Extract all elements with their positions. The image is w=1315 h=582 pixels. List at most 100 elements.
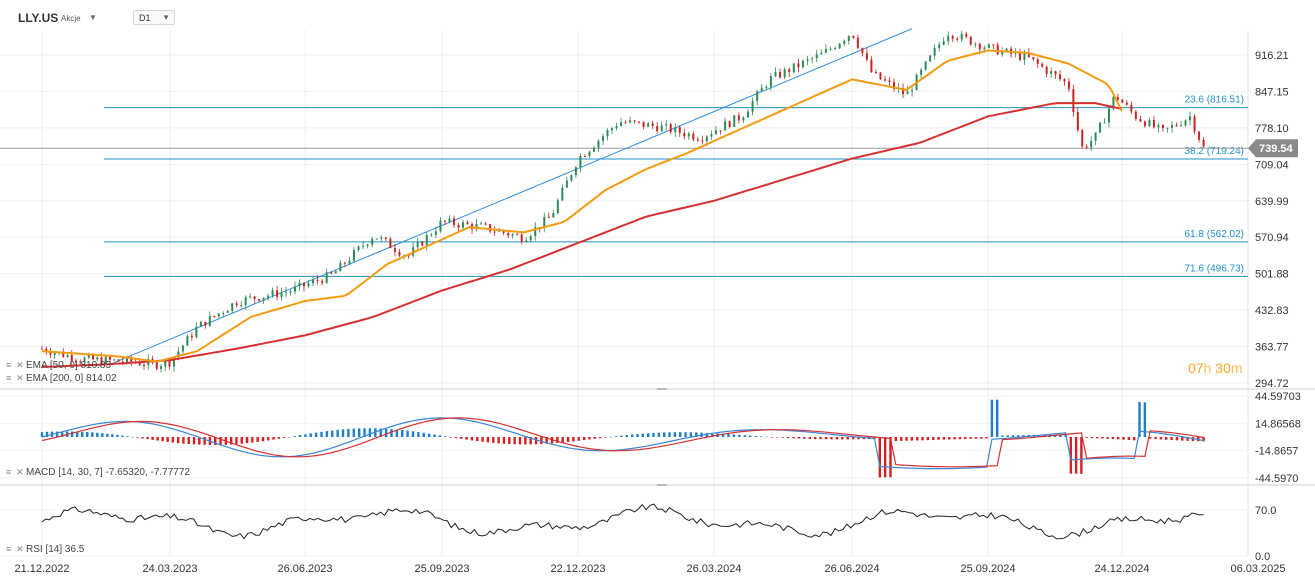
candle-body xyxy=(267,295,270,298)
close-icon[interactable]: ✕ xyxy=(16,360,24,370)
y-tick-label: 570.94 xyxy=(1255,232,1289,244)
candle-body xyxy=(888,80,891,82)
macd-bar xyxy=(438,435,442,437)
macd-bar xyxy=(96,432,99,437)
settings-icon[interactable]: ≡ xyxy=(6,360,12,370)
candle-body xyxy=(705,136,708,142)
candle-body xyxy=(824,49,827,53)
candle-body xyxy=(834,48,837,50)
candle-body xyxy=(660,125,663,132)
macd-bar xyxy=(1143,402,1147,437)
candle-body xyxy=(815,54,818,59)
close-icon[interactable]: ✕ xyxy=(16,467,24,477)
candle-body xyxy=(929,55,932,62)
candle-body xyxy=(556,200,559,214)
close-icon[interactable]: ✕ xyxy=(16,544,24,554)
candle-body xyxy=(783,69,786,78)
macd-legend[interactable]: ≡ ✕ MACD [14, 30, 7] -7.65320, -7.77772 xyxy=(6,467,190,478)
candle-body xyxy=(393,248,396,252)
macd-bar xyxy=(331,430,334,437)
candle-body xyxy=(357,246,360,251)
macd-bar xyxy=(921,437,924,441)
candle-body xyxy=(588,151,591,157)
candle-body xyxy=(1161,124,1164,129)
symbol-label[interactable]: LLY.US xyxy=(18,11,59,25)
macd-bar xyxy=(974,437,978,439)
close-icon[interactable]: ✕ xyxy=(16,373,24,383)
candle-body xyxy=(883,79,886,81)
macd-bar xyxy=(182,437,185,444)
candle-body xyxy=(678,127,681,133)
macd-bar xyxy=(476,437,479,442)
candle-body xyxy=(452,218,455,225)
candle-body xyxy=(389,238,392,249)
fib-label: 61.8 (562.02) xyxy=(1185,229,1245,240)
rsi-legend[interactable]: ≡ ✕ RSI [14] 36.5 xyxy=(6,544,84,555)
candle-body xyxy=(742,117,745,121)
timeframe-select[interactable]: D1 ▼ xyxy=(133,10,175,25)
macd-bar xyxy=(948,437,951,440)
macd-bar xyxy=(374,428,377,437)
candle-body xyxy=(307,283,310,287)
macd-bar xyxy=(646,433,650,437)
macd-legend-text: MACD [14, 30, 7] -7.65320, -7.77772 xyxy=(26,467,190,478)
candle-body xyxy=(104,356,107,365)
candle-body xyxy=(1180,125,1183,127)
macd-bar xyxy=(841,437,844,440)
ema200-legend[interactable]: ≡ ✕ EMA [200, 0] 814.02 xyxy=(6,373,117,384)
macd-bar xyxy=(261,437,265,442)
macd-bar xyxy=(883,437,887,478)
candle-body xyxy=(298,282,301,287)
macd-bar xyxy=(1006,435,1009,437)
macd-bar xyxy=(470,437,474,441)
candle-body xyxy=(121,361,124,363)
macd-bar xyxy=(357,428,361,437)
y-tick-label: 709.04 xyxy=(1255,159,1289,171)
settings-icon[interactable]: ≡ xyxy=(6,544,12,554)
macd-bar xyxy=(572,437,575,442)
macd-bar xyxy=(81,431,84,437)
macd-bar xyxy=(161,437,164,442)
candle-body xyxy=(416,242,419,248)
rsi-y-tick-label: 0.0 xyxy=(1255,551,1270,563)
candle-body xyxy=(421,242,424,246)
macd-bar xyxy=(465,437,468,440)
macd-bar xyxy=(245,437,249,444)
macd-bar xyxy=(203,437,206,445)
candle-body xyxy=(792,63,795,73)
candle-body xyxy=(938,44,941,49)
macd-bar xyxy=(814,437,817,440)
candle-body xyxy=(951,35,954,39)
candle-body xyxy=(1107,108,1110,123)
candle-body xyxy=(466,222,469,225)
symbol-dropdown-icon[interactable]: ▼ xyxy=(89,13,97,22)
macd-bar xyxy=(126,436,129,437)
candle-body xyxy=(412,247,415,256)
candle-body xyxy=(788,69,791,73)
macd-bar xyxy=(636,434,639,437)
macd-bar xyxy=(926,437,930,441)
candle-body xyxy=(1050,71,1053,74)
candle-body xyxy=(597,140,600,148)
candle-body xyxy=(258,299,261,301)
macd-bar xyxy=(937,437,940,440)
settings-icon[interactable]: ≡ xyxy=(6,373,12,383)
candle-body xyxy=(1189,116,1192,121)
macd-bar xyxy=(721,433,725,437)
candle-body xyxy=(1054,71,1057,75)
macd-bar xyxy=(304,434,307,437)
macd-bar xyxy=(272,437,275,440)
macd-bar xyxy=(529,437,532,445)
candle-body xyxy=(751,101,754,112)
candle-body xyxy=(906,91,909,95)
candle-body xyxy=(852,35,855,38)
macd-bar xyxy=(449,437,452,438)
ema50-legend[interactable]: ≡ ✕ EMA [50, 0] 810.83 xyxy=(6,360,111,371)
candle-body xyxy=(724,121,727,131)
candle-body xyxy=(1036,59,1039,64)
macd-bar xyxy=(1022,435,1025,437)
settings-icon[interactable]: ≡ xyxy=(6,467,12,477)
macd-bar xyxy=(1074,437,1078,474)
macd-bar xyxy=(198,437,201,445)
